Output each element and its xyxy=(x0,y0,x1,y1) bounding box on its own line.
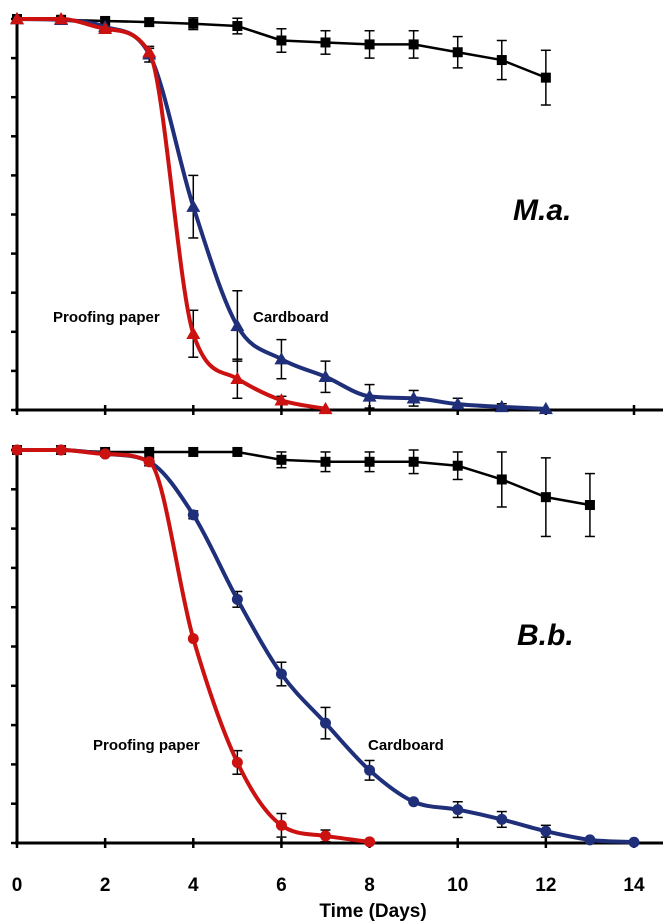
data-point-circle xyxy=(320,830,331,842)
x-tick-label: 12 xyxy=(535,875,556,896)
data-point-square xyxy=(320,37,331,48)
data-point-triangle xyxy=(98,21,113,35)
x-tick-label: 14 xyxy=(623,875,645,896)
data-point-circle xyxy=(187,633,199,645)
data-point-square xyxy=(496,474,507,485)
panel-bb: Proofing paper Cardboard B.b. xyxy=(11,444,663,848)
data-point-square xyxy=(452,460,463,471)
data-point-square xyxy=(364,39,375,50)
data-point-square xyxy=(408,39,419,50)
data-point-square xyxy=(540,72,551,83)
data-point-square xyxy=(408,456,419,467)
series-1 xyxy=(10,12,553,415)
data-point-circle xyxy=(452,804,464,816)
data-point-triangle xyxy=(54,12,69,25)
data-point-triangle xyxy=(10,12,24,25)
data-point-square xyxy=(540,492,551,503)
data-point-triangle xyxy=(318,401,333,415)
data-point-circle xyxy=(99,448,111,460)
annotation-cardboard: Cardboard xyxy=(368,737,444,754)
data-point-square xyxy=(188,18,199,29)
data-point-circle xyxy=(364,764,376,776)
annotation-proofing-paper: Proofing paper xyxy=(93,737,200,754)
data-point-circle xyxy=(540,825,552,837)
data-point-triangle xyxy=(406,391,421,404)
data-point-square xyxy=(144,17,155,28)
x-tick-label: 8 xyxy=(364,875,375,896)
panel-label-ma: M.a. xyxy=(513,194,571,227)
series-0 xyxy=(12,445,595,538)
data-point-triangle xyxy=(230,371,245,384)
series-2 xyxy=(11,444,376,848)
data-point-circle xyxy=(187,509,199,521)
series-2 xyxy=(10,12,333,415)
data-point-circle xyxy=(275,819,287,831)
x-tick-label: 4 xyxy=(188,875,199,896)
x-tick-label: 10 xyxy=(447,875,468,896)
data-point-square xyxy=(584,500,595,511)
data-point-triangle xyxy=(538,401,553,415)
x-tick-label: 0 xyxy=(12,875,23,896)
data-point-triangle xyxy=(142,45,157,58)
data-point-circle xyxy=(320,717,331,729)
data-point-square xyxy=(496,55,507,66)
x-tick-label: 2 xyxy=(100,875,111,896)
data-point-square xyxy=(452,47,463,58)
data-point-circle xyxy=(628,836,640,848)
data-point-circle xyxy=(11,444,23,456)
data-point-triangle xyxy=(274,352,289,365)
data-point-triangle xyxy=(274,393,289,406)
data-point-triangle xyxy=(450,397,465,410)
panel-label-bb: B.b. xyxy=(517,619,574,652)
data-point-square xyxy=(364,456,375,467)
data-point-circle xyxy=(584,834,596,846)
data-point-triangle xyxy=(318,369,333,383)
data-point-square xyxy=(276,35,287,46)
data-point-triangle xyxy=(362,389,377,402)
x-axis-title: Time (Days) xyxy=(319,901,426,922)
x-tick-labels: 0 2 4 6 8 10 12 14 xyxy=(12,875,645,896)
series-line xyxy=(15,17,328,411)
data-point-circle xyxy=(231,593,243,605)
data-point-circle xyxy=(496,813,508,825)
series-line xyxy=(15,448,372,844)
data-point-square xyxy=(276,454,287,465)
series-line xyxy=(15,448,592,507)
data-point-circle xyxy=(275,668,287,680)
data-point-square xyxy=(144,446,155,457)
data-point-circle xyxy=(408,796,420,808)
data-point-circle xyxy=(143,456,155,468)
data-point-triangle xyxy=(186,199,201,212)
data-point-triangle xyxy=(186,326,201,340)
data-point-circle xyxy=(231,756,243,768)
data-point-circle xyxy=(55,444,67,456)
annotation-cardboard: Cardboard xyxy=(253,309,329,326)
data-point-triangle xyxy=(230,318,245,332)
data-point-triangle xyxy=(494,399,509,413)
panel-ma: Proofing paper Cardboard M.a. xyxy=(10,12,663,415)
annotation-proofing-paper: Proofing paper xyxy=(53,309,160,326)
data-point-circle xyxy=(364,836,376,848)
data-point-square xyxy=(320,456,331,467)
x-tick-label: 6 xyxy=(276,875,287,896)
data-point-square xyxy=(232,446,243,457)
data-point-square xyxy=(188,446,199,457)
data-point-square xyxy=(232,21,243,32)
